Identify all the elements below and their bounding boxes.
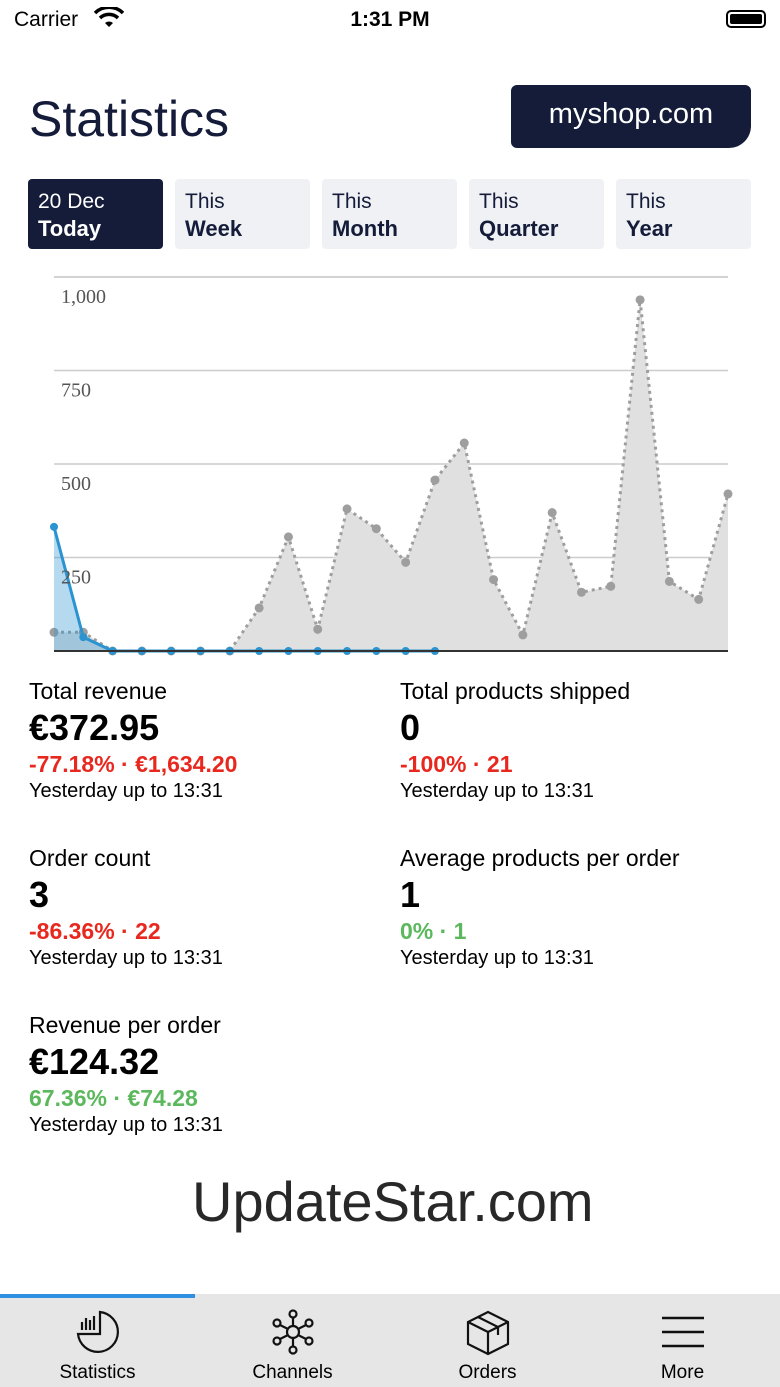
- metric-subtitle: Yesterday up to 13:31: [29, 780, 223, 802]
- data-point: [50, 522, 58, 531]
- tab-orders[interactable]: Orders: [390, 1294, 585, 1387]
- period-week[interactable]: This Week: [175, 179, 310, 249]
- tab-label: Channels: [252, 1362, 333, 1383]
- tab-more[interactable]: More: [585, 1294, 780, 1387]
- period-label: This: [626, 190, 666, 213]
- battery-icon: [726, 10, 766, 28]
- metric-value: 0: [400, 707, 421, 748]
- data-point: [342, 504, 352, 514]
- metric-label: Total revenue: [29, 678, 168, 704]
- metric-subtitle: Yesterday up to 13:31: [29, 1114, 223, 1136]
- period-label: Week: [185, 216, 243, 241]
- metric-change: -86.36% · 22: [29, 918, 161, 944]
- wifi-icon: [94, 7, 124, 27]
- page-title: Statistics: [29, 91, 230, 147]
- data-point: [606, 581, 616, 591]
- data-point: [664, 576, 674, 586]
- data-point: [254, 603, 264, 613]
- data-point: [49, 627, 59, 637]
- data-point: [283, 532, 293, 542]
- metric-label: Order count: [29, 845, 151, 871]
- metric-value: 3: [29, 874, 50, 915]
- data-point: [401, 557, 411, 567]
- metric-avg-products: Average products per order 1 0% · 1 Yesterd…: [400, 845, 760, 970]
- tab-label: More: [660, 1362, 705, 1383]
- series-area: [54, 299, 728, 651]
- metric-label: Average products per order: [400, 845, 680, 871]
- shop-selector-button[interactable]: myshop.com: [511, 85, 751, 148]
- tab-label: Statistics: [59, 1362, 136, 1383]
- data-point: [723, 489, 733, 499]
- period-label: Month: [332, 216, 398, 241]
- channels-icon: [272, 1309, 314, 1355]
- metric-label: Total products shipped: [400, 678, 631, 704]
- data-point: [518, 630, 528, 640]
- period-quarter[interactable]: This Quarter: [469, 179, 604, 249]
- metric-subtitle: Yesterday up to 13:31: [29, 947, 223, 969]
- metric-products-shipped: Total products shipped 0 -100% · 21 Yesterd…: [400, 678, 760, 803]
- metric-change: 0% · 1: [400, 918, 467, 944]
- data-point: [79, 633, 88, 642]
- period-label: Quarter: [479, 216, 559, 241]
- y-tick-label: 1,000: [61, 286, 106, 308]
- period-label: This: [185, 190, 225, 213]
- period-label: 20 Dec: [38, 190, 105, 213]
- metric-subtitle: Yesterday up to 13:31: [400, 947, 594, 969]
- active-tab-indicator: [0, 1294, 195, 1298]
- y-tick-label: 750: [61, 380, 91, 402]
- metric-change: 67.36% · €74.28: [29, 1085, 198, 1111]
- tab-channels[interactable]: Channels: [195, 1294, 390, 1387]
- clock: 1:31 PM: [350, 8, 430, 31]
- period-label: This: [332, 190, 372, 213]
- data-point: [430, 475, 440, 485]
- data-point: [459, 438, 469, 448]
- box-icon: [466, 1310, 510, 1356]
- period-year[interactable]: This Year: [616, 179, 751, 249]
- metric-value: 1: [400, 874, 421, 915]
- data-point: [547, 508, 557, 518]
- series-line: [54, 299, 730, 653]
- metric-value: €372.95: [29, 707, 160, 748]
- metric-change: -100% · 21: [400, 751, 513, 777]
- metric-order-count: Order count 3 -86.36% · 22 Yesterday up to …: [29, 845, 389, 970]
- metric-subtitle: Yesterday up to 13:31: [400, 780, 594, 802]
- period-label: Today: [38, 216, 102, 241]
- data-point: [489, 575, 499, 585]
- period-label: This: [479, 190, 519, 213]
- revenue-chart: 250 500 750 1,000: [49, 276, 733, 656]
- metric-revenue-per-order: Revenue per order €124.32 67.36% · €74.28 Y…: [29, 1012, 389, 1137]
- watermark: UpdateStar.com: [192, 1170, 594, 1233]
- y-tick-label: 500: [61, 473, 91, 495]
- data-point: [576, 587, 586, 597]
- metric-total-revenue: Total revenue €372.95 -77.18% · €1,634.20 Y…: [29, 678, 389, 803]
- tab-statistics[interactable]: Statistics: [0, 1294, 195, 1387]
- status-bar: Carrier 1:31 PM: [0, 0, 780, 40]
- menu-icon: [662, 1316, 704, 1348]
- metric-change: -77.18% · €1,634.20: [29, 751, 238, 777]
- data-point: [313, 624, 323, 634]
- metric-label: Revenue per order: [29, 1012, 221, 1038]
- carrier: Carrier: [14, 8, 79, 31]
- metric-value: €124.32: [29, 1041, 160, 1082]
- statistics-icon: [76, 1310, 119, 1353]
- period-label: Year: [626, 216, 673, 241]
- tab-label: Orders: [458, 1362, 517, 1383]
- period-today[interactable]: 20 Dec Today: [28, 179, 163, 249]
- period-month[interactable]: This Month: [322, 179, 457, 249]
- data-point: [371, 524, 381, 534]
- y-tick-label: 250: [61, 567, 91, 589]
- tab-bar: Statistics Channels Orders More: [0, 1294, 780, 1387]
- period-selector: 20 Dec Today This Week This Month This Quart…: [28, 179, 751, 249]
- data-point: [694, 594, 704, 604]
- data-point: [635, 295, 645, 305]
